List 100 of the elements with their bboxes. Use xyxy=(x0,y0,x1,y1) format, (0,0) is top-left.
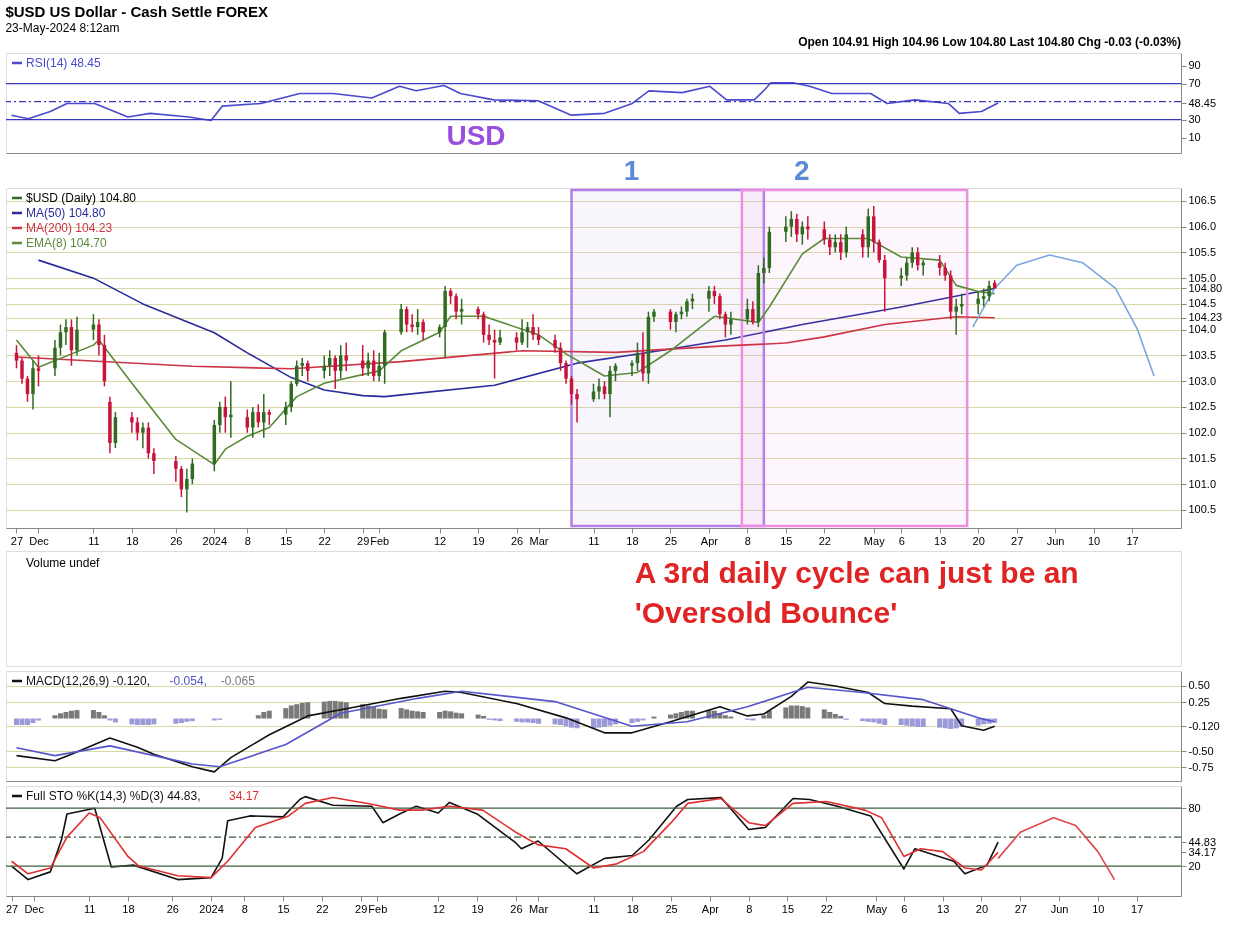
y-tick-label: -0.120 xyxy=(1188,719,1220,732)
x-tick-label: 11 xyxy=(83,902,96,915)
line-series xyxy=(971,254,1155,377)
x-tick-label: 26 xyxy=(170,534,183,547)
annotation: USD xyxy=(446,120,506,151)
x-tick-label: 15 xyxy=(280,534,293,547)
x-tick-label: 8 xyxy=(244,534,251,547)
candlestick xyxy=(784,215,788,243)
candlestick xyxy=(795,213,799,243)
x-tick-label: 26 xyxy=(510,534,524,547)
candlestick xyxy=(185,468,189,514)
candlestick xyxy=(839,233,843,261)
candlestick xyxy=(575,388,579,424)
x-tick-label: 22 xyxy=(316,902,329,915)
series-label: 34.17 xyxy=(229,789,260,803)
x-tick-label: 18 xyxy=(626,902,639,915)
candlestick xyxy=(822,220,827,246)
x-tick-label: Jun xyxy=(1050,902,1069,915)
x-tick-label: 15 xyxy=(277,902,290,915)
candlestick xyxy=(377,352,381,382)
x-tick-label: 15 xyxy=(780,534,793,547)
x-tick-label: 12 xyxy=(432,902,445,915)
x-tick-label: 20 xyxy=(975,902,989,915)
candlestick xyxy=(487,323,491,346)
x-tick-label: 18 xyxy=(626,534,639,547)
x-tick-label: 8 xyxy=(746,902,753,915)
x-tick-label: 17 xyxy=(1126,534,1139,547)
x-tick-label: Mar xyxy=(529,534,549,547)
candlestick xyxy=(135,416,140,442)
legend-label: Full STO %K(14,3) %D(3) 44.83, xyxy=(26,789,201,803)
x-tick-label: 2024 xyxy=(202,534,228,547)
y-tick-label: 103.5 xyxy=(1188,348,1217,361)
x-tick-label: 10 xyxy=(1092,902,1105,915)
x-tick-label: 25 xyxy=(664,534,678,547)
x-tick-label: 26 xyxy=(510,902,523,915)
y-tick-label: 105.0 xyxy=(1188,271,1217,284)
candlestick xyxy=(245,408,250,434)
y-tick-label: 48.45 xyxy=(1188,96,1217,109)
x-tick-label: 29 xyxy=(355,902,368,915)
candlestick xyxy=(344,341,348,372)
candlestick xyxy=(723,310,728,339)
x-tick-label: 27 xyxy=(5,902,19,915)
candlestick xyxy=(976,290,980,315)
x-tick-label: Mar xyxy=(529,902,549,915)
chart-subtitle: 23-May-2024 8:12am xyxy=(5,21,120,35)
candlestick xyxy=(597,377,601,400)
candlestick xyxy=(861,228,865,259)
text: Volume undef xyxy=(26,556,101,570)
x-tick-label: Jun xyxy=(1046,534,1065,547)
candlestick xyxy=(75,316,79,357)
y-tick-label: 44.83 xyxy=(1188,835,1217,848)
x-tick-label: 8 xyxy=(241,902,248,915)
candlestick xyxy=(174,455,178,483)
candlestick xyxy=(987,279,991,303)
candlestick xyxy=(514,331,519,352)
y-tick-label: -0.50 xyxy=(1188,744,1214,757)
text: Open 104.91 High 104.96 Low 104.80 Last 104.80 Chg -0.03 (-0.03%) xyxy=(798,35,1181,49)
candlestick xyxy=(53,339,57,377)
x-tick-label: 12 xyxy=(434,534,447,547)
candlestick xyxy=(492,328,497,380)
chart-title: $USD US Dollar - Cash Settle FOREX xyxy=(5,3,268,20)
x-tick-label: 19 xyxy=(471,902,484,915)
x-tick-label: 26 xyxy=(166,902,179,915)
y-tick-label: 106.5 xyxy=(1188,194,1217,207)
candlestick xyxy=(553,334,557,354)
candlestick xyxy=(729,310,733,336)
y-tick-label: 0.25 xyxy=(1188,695,1210,708)
x-tick-label: May xyxy=(863,534,886,547)
x-tick-label: 22 xyxy=(318,534,331,547)
x-tick-label: 18 xyxy=(122,902,135,915)
x-tick-label: 17 xyxy=(1131,902,1144,915)
candlestick xyxy=(152,447,156,475)
y-tick-label: 90 xyxy=(1188,59,1201,72)
candlestick xyxy=(707,285,711,313)
x-tick-label: 13 xyxy=(934,534,947,547)
x-tick-label: 27 xyxy=(1011,534,1024,547)
candlestick xyxy=(520,318,524,346)
x-tick-label: 20 xyxy=(972,534,985,547)
text: A 3rd daily cycle can just be an 'Oversold Bounce' xyxy=(634,556,1079,629)
y-tick-label: 102.0 xyxy=(1188,426,1217,439)
candlestick xyxy=(262,393,266,439)
candlestick xyxy=(251,406,255,439)
candlestick xyxy=(641,331,645,382)
y-tick-label: 103.0 xyxy=(1188,374,1217,387)
x-tick-label: 22 xyxy=(820,902,833,915)
x-tick-label: 25 xyxy=(665,902,678,915)
y-tick-label: 100.5 xyxy=(1188,503,1217,516)
candlestick xyxy=(64,318,68,346)
candlestick xyxy=(981,287,986,308)
candlestick xyxy=(141,421,145,449)
candlestick xyxy=(295,359,299,388)
candlestick xyxy=(218,401,222,434)
candlestick xyxy=(954,298,958,336)
candlestick xyxy=(883,254,887,313)
x-tick-label: 27 xyxy=(1014,902,1027,915)
candlestick xyxy=(97,318,101,357)
candlestick xyxy=(454,292,458,321)
candlestick xyxy=(20,357,24,385)
candlestick xyxy=(421,318,425,341)
candlestick xyxy=(718,292,722,321)
